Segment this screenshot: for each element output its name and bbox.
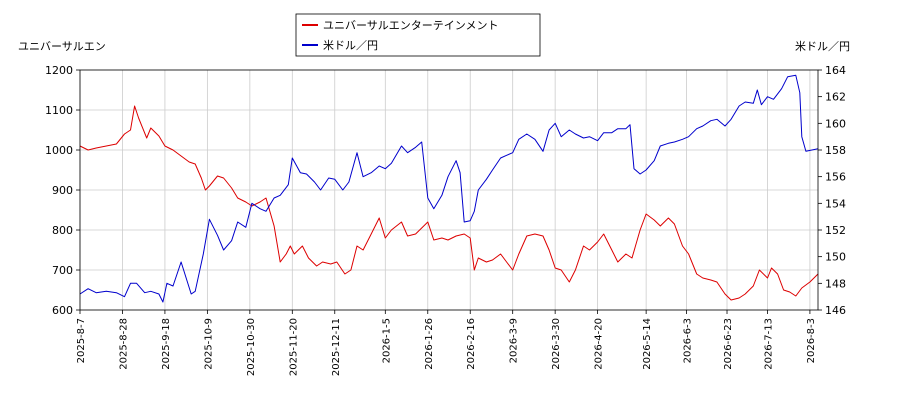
x-tick-label: 2025-12-11: [331, 318, 342, 376]
x-tick-label: 2026-1-26: [424, 318, 435, 370]
right-tick-label: 160: [825, 117, 846, 130]
right-tick-label: 164: [825, 64, 846, 77]
left-axis-label: ユニバーサルエン: [18, 40, 106, 53]
legend-label-stock: ユニバーサルエンターテインメント: [323, 19, 498, 32]
x-tick-label: 2025-10-30: [246, 318, 257, 376]
left-tick-label: 600: [52, 304, 73, 317]
right-axis-label: 米ドル／円: [795, 40, 850, 53]
x-tick-label: 2026-1-5: [381, 318, 392, 363]
x-tick-label: 2026-5-14: [642, 318, 653, 370]
right-axis: 146 148 150 152 154 156 158 160 162 164: [818, 64, 846, 317]
left-tick-label: 1200: [45, 64, 73, 77]
legend-label-fx: 米ドル／円: [323, 39, 378, 52]
x-tick-label: 2025-10-9: [203, 318, 214, 370]
x-tick-label: 2026-6-3: [683, 318, 694, 363]
x-tick-label: 2025-8-7: [76, 318, 87, 363]
left-tick-label: 800: [52, 224, 73, 237]
right-tick-label: 152: [825, 224, 846, 237]
right-tick-label: 148: [825, 277, 846, 290]
left-axis: 600 700 800 900 1000 1100 1200: [45, 64, 80, 317]
left-tick-label: 700: [52, 264, 73, 277]
grid: [79, 69, 818, 311]
right-tick-label: 162: [825, 91, 846, 104]
x-tick-label: 2026-4-20: [594, 318, 605, 370]
series-layer: [79, 74, 819, 303]
right-tick-label: 154: [825, 197, 846, 210]
x-tick-label: 2026-7-13: [763, 318, 774, 370]
x-tick-label: 2025-11-20: [288, 318, 299, 376]
legend-box: [295, 13, 541, 57]
x-tick-label: 2025-9-18: [161, 318, 172, 370]
left-tick-label: 1000: [45, 144, 73, 157]
x-tick-label: 2026-2-16: [466, 318, 477, 370]
x-axis: 2025-8-7 2025-8-28 2025-9-18 2025-10-9 2025-…: [76, 310, 817, 376]
x-tick-label: 2026-6-23: [723, 318, 734, 370]
x-tick-label: 2026-3-30: [551, 318, 562, 370]
right-tick-label: 146: [825, 304, 846, 317]
x-tick-label: 2026-8-3: [806, 318, 817, 363]
right-tick-label: 156: [825, 171, 846, 184]
right-tick-label: 150: [825, 251, 846, 264]
usdjpy-line: [79, 74, 819, 303]
stock-price-line: [79, 105, 819, 301]
left-tick-label: 900: [52, 184, 73, 197]
legend: ユニバーサルエンターテインメント 米ドル／円: [295, 13, 541, 57]
left-tick-label: 1100: [45, 104, 73, 117]
x-tick-label: 2026-3-9: [509, 318, 520, 363]
x-tick-label: 2025-8-28: [118, 318, 129, 370]
right-tick-label: 158: [825, 144, 846, 157]
